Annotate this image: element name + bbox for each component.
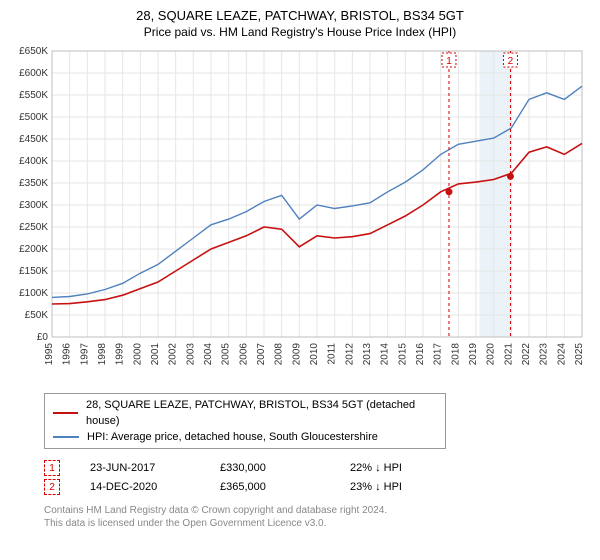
svg-text:£650K: £650K [19, 46, 48, 57]
svg-text:£450K: £450K [19, 134, 48, 145]
legend-swatch [53, 436, 79, 438]
svg-text:£0: £0 [37, 332, 49, 343]
transaction-vs-hpi: 23% ↓ HPI [350, 481, 460, 493]
svg-text:1997: 1997 [79, 343, 90, 366]
svg-text:1998: 1998 [97, 343, 108, 366]
transaction-date: 14-DEC-2020 [90, 481, 190, 493]
transactions-table: 1 23-JUN-2017 £330,000 22% ↓ HPI 2 14-DE… [44, 457, 592, 498]
svg-text:2012: 2012 [344, 343, 355, 366]
svg-text:2010: 2010 [309, 343, 320, 366]
legend-label: HPI: Average price, detached house, Sout… [87, 429, 378, 445]
svg-text:2014: 2014 [380, 343, 391, 366]
svg-text:2019: 2019 [468, 343, 479, 366]
transaction-price: £330,000 [220, 462, 320, 474]
svg-text:2018: 2018 [450, 343, 461, 366]
svg-text:2011: 2011 [327, 343, 338, 365]
svg-text:1995: 1995 [44, 343, 55, 366]
svg-text:£100K: £100K [19, 288, 48, 299]
svg-text:£200K: £200K [19, 244, 48, 255]
page-title: 28, SQUARE LEAZE, PATCHWAY, BRISTOL, BS3… [8, 8, 592, 23]
transaction-vs-hpi: 22% ↓ HPI [350, 462, 460, 474]
footer: Contains HM Land Registry data © Crown c… [44, 504, 592, 530]
svg-text:2013: 2013 [362, 343, 373, 366]
legend-label: 28, SQUARE LEAZE, PATCHWAY, BRISTOL, BS3… [86, 397, 437, 429]
svg-text:£150K: £150K [19, 266, 48, 277]
svg-text:£50K: £50K [25, 310, 49, 321]
svg-text:2002: 2002 [168, 343, 179, 366]
transaction-marker-icon: 2 [44, 479, 60, 495]
svg-text:£550K: £550K [19, 90, 48, 101]
svg-text:2016: 2016 [415, 343, 426, 366]
svg-text:£350K: £350K [19, 178, 48, 189]
svg-text:2: 2 [508, 56, 514, 67]
price-chart: £0 £50K £100K £150K £200K £250K £300K £350K £400… [8, 45, 592, 385]
svg-text:2005: 2005 [221, 343, 232, 366]
svg-text:2022: 2022 [521, 343, 532, 366]
transaction-date: 23-JUN-2017 [90, 462, 190, 474]
transaction-marker-icon: 1 [44, 460, 60, 476]
footer-line: This data is licensed under the Open Gov… [44, 517, 592, 530]
svg-text:2007: 2007 [256, 343, 267, 366]
svg-text:2008: 2008 [274, 343, 285, 366]
svg-text:2023: 2023 [539, 343, 550, 366]
chart-svg: £0 £50K £100K £150K £200K £250K £300K £350K £400… [8, 45, 592, 385]
svg-text:£600K: £600K [19, 68, 48, 79]
svg-text:2017: 2017 [433, 343, 444, 366]
svg-text:2020: 2020 [486, 343, 497, 366]
page-subtitle: Price paid vs. HM Land Registry's House … [8, 25, 592, 39]
svg-text:2001: 2001 [150, 343, 161, 366]
transaction-price: £365,000 [220, 481, 320, 493]
legend-item: 28, SQUARE LEAZE, PATCHWAY, BRISTOL, BS3… [53, 397, 437, 429]
svg-text:2003: 2003 [185, 343, 196, 366]
legend-item: HPI: Average price, detached house, Sout… [53, 429, 437, 445]
svg-text:£400K: £400K [19, 156, 48, 167]
svg-text:£250K: £250K [19, 222, 48, 233]
table-row: 1 23-JUN-2017 £330,000 22% ↓ HPI [44, 460, 592, 476]
svg-text:2000: 2000 [132, 343, 143, 366]
svg-text:1: 1 [446, 56, 452, 67]
svg-text:2025: 2025 [574, 343, 585, 366]
legend-swatch [53, 412, 78, 414]
svg-text:2024: 2024 [556, 343, 567, 366]
svg-text:2015: 2015 [397, 343, 408, 366]
svg-text:2009: 2009 [291, 343, 302, 366]
table-row: 2 14-DEC-2020 £365,000 23% ↓ HPI [44, 479, 592, 495]
svg-text:£500K: £500K [19, 112, 48, 123]
svg-text:2021: 2021 [503, 343, 514, 366]
svg-text:1999: 1999 [115, 343, 126, 366]
footer-line: Contains HM Land Registry data © Crown c… [44, 504, 592, 517]
svg-text:2006: 2006 [238, 343, 249, 366]
svg-text:£300K: £300K [19, 200, 48, 211]
svg-text:1996: 1996 [62, 343, 73, 366]
legend: 28, SQUARE LEAZE, PATCHWAY, BRISTOL, BS3… [44, 393, 446, 449]
svg-text:2004: 2004 [203, 343, 214, 366]
